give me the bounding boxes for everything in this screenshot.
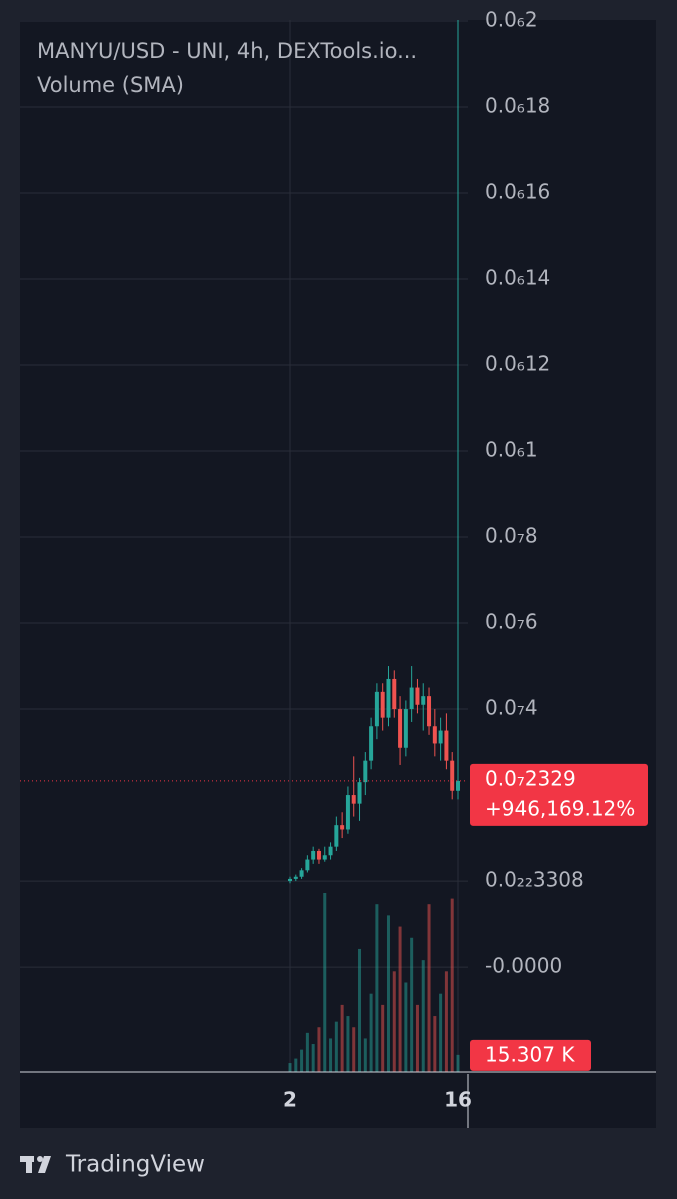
- y-tick-label: 0.0₆14: [485, 266, 550, 290]
- volume-bar: [346, 1016, 350, 1072]
- volume-bar: [317, 1027, 321, 1072]
- candle-body: [334, 825, 339, 847]
- volume-bar: [433, 1016, 437, 1072]
- volume-bar: [358, 948, 362, 1072]
- y-tick-label: 0.0₇6: [485, 610, 538, 634]
- price-label-box: [470, 763, 648, 826]
- candle-body: [374, 691, 379, 727]
- candle-body: [421, 696, 426, 705]
- volume-bar: [444, 971, 448, 1072]
- volume-bar: [381, 1004, 385, 1072]
- volume-bar: [410, 937, 414, 1072]
- volume-label-box: [470, 1039, 591, 1071]
- y-tick-label: 0.0₆2: [485, 8, 538, 32]
- axis-layer: 0.0₆2 0.0₆18 0.0₆16 0.0₆14 0.0₆12 0.0₆1 0.0₇8 0…: [20, 8, 648, 1112]
- candle-body: [293, 876, 298, 879]
- candle-body: [432, 726, 437, 744]
- volume-bar: [427, 904, 431, 1072]
- candle-body: [386, 678, 391, 718]
- volume-bar: [386, 915, 390, 1072]
- candle-body: [456, 780, 460, 791]
- candle-layer: [288, 20, 460, 884]
- volume-bar: [375, 904, 379, 1072]
- volume-bar: [334, 1021, 338, 1072]
- volume-bar: [300, 1049, 304, 1072]
- volume-bar: [329, 1038, 333, 1072]
- indicator-title: Volume (SMA): [37, 73, 184, 97]
- volume-bar: [294, 1058, 298, 1072]
- candle-body: [357, 782, 362, 804]
- volume-bar: [456, 1054, 460, 1072]
- grid: [20, 20, 468, 1072]
- candle-body: [409, 687, 414, 710]
- y-tick-label: -0.0000: [485, 954, 562, 978]
- y-tick-label: 0.0₆12: [485, 352, 550, 376]
- brand-logo: [20, 1156, 51, 1173]
- price-label: 0.0₇2329: [485, 766, 576, 790]
- candle-body: [415, 687, 420, 705]
- y-tick-label: 0.0₇8: [485, 524, 538, 548]
- chart-title: MANYU/USD - UNI, 4h, DEXTools.io...: [37, 39, 417, 63]
- y-tick-label: 0.0₂₂3308: [485, 868, 584, 892]
- volume-bar: [363, 1038, 367, 1072]
- y-tick-label: 0.0₆16: [485, 180, 550, 204]
- candle-body: [328, 846, 333, 856]
- brand-name: TradingView: [65, 1152, 205, 1178]
- candle-body: [398, 709, 403, 748]
- volume-bar: [369, 993, 373, 1072]
- candle-body: [311, 850, 316, 860]
- price-change: +946,169.12%: [485, 796, 635, 820]
- candle-body: [438, 730, 443, 744]
- candle-body: [403, 709, 408, 748]
- volume-layer: [288, 893, 460, 1072]
- x-tick-label: 2: [283, 1088, 297, 1112]
- volume-bar: [415, 1004, 419, 1072]
- volume-label: 15.307 K: [485, 1042, 575, 1066]
- chart-background: [20, 20, 656, 1128]
- volume-bar: [450, 898, 454, 1072]
- volume-bar: [404, 982, 408, 1072]
- volume-bar: [352, 1027, 356, 1072]
- candle-body: [322, 855, 327, 860]
- y-tick-label: 0.0₆18: [485, 94, 550, 118]
- volume-bar: [311, 1044, 315, 1072]
- volume-bar: [439, 993, 443, 1072]
- candle-body: [392, 678, 397, 710]
- candle-body: [380, 691, 385, 718]
- candle-body: [299, 870, 304, 877]
- candle-body: [305, 859, 310, 871]
- candle-body: [427, 696, 432, 727]
- volume-bar: [323, 893, 327, 1072]
- candle-body: [340, 825, 345, 830]
- candle-body: [345, 795, 350, 830]
- volume-bar: [305, 1032, 309, 1072]
- candle-body: [369, 726, 374, 761]
- candle-body: [316, 850, 321, 860]
- volume-bar: [421, 960, 425, 1072]
- candle-body: [363, 760, 368, 783]
- x-tick-label: 16: [444, 1088, 472, 1112]
- volume-bar: [392, 971, 396, 1072]
- volume-bar: [340, 1004, 344, 1072]
- candle-body: [351, 795, 356, 804]
- candle-body: [444, 730, 449, 761]
- candle-body: [288, 878, 292, 882]
- volume-bar: [288, 1063, 292, 1072]
- y-tick-label: 0.0₇4: [485, 696, 538, 720]
- y-tick-label: 0.0₆1: [485, 438, 538, 462]
- volume-bar: [398, 926, 402, 1072]
- candle-body: [450, 760, 455, 791]
